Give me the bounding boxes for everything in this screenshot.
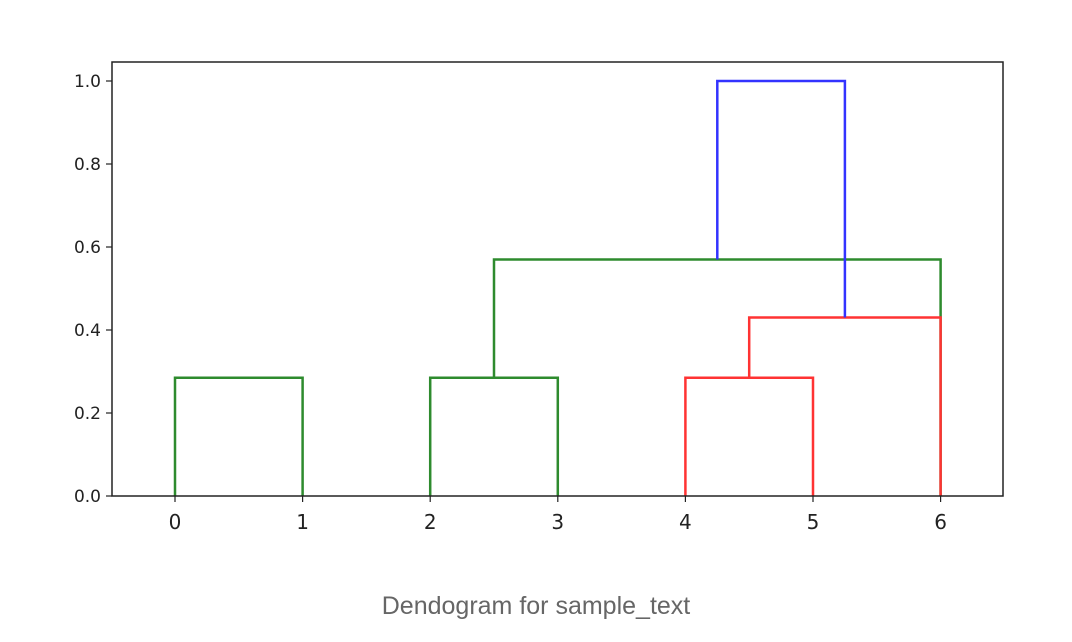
y-tick-label: 0.4: [74, 321, 101, 341]
dendrogram-link-2: [684, 376, 815, 496]
dendrogram-link-1: [428, 376, 560, 496]
y-tick-label: 0.2: [74, 404, 101, 424]
x-tick-label: 5: [807, 510, 820, 534]
y-tick-label: 0.8: [74, 155, 101, 175]
dendrogram-links: [173, 79, 942, 496]
y-axis: 0.0 0.2 0.4 0.6 0.8 1.0: [74, 72, 112, 507]
dendrogram-link-0: [173, 376, 304, 496]
y-tick-label: 0.6: [74, 238, 101, 258]
figure-caption: Dendogram for sample_text: [381, 592, 691, 620]
dendrogram-link-4: [747, 316, 942, 496]
x-tick-label: 6: [934, 510, 947, 534]
x-tick-label: 4: [679, 510, 692, 534]
y-tick-label: 0.0: [74, 487, 101, 507]
x-axis: 0 1 2 3 4 5 6: [169, 496, 947, 534]
x-tick-label: 1: [296, 510, 309, 534]
x-tick-label: 3: [551, 510, 564, 534]
x-tick-label: 0: [169, 510, 182, 534]
dendrogram-link-5: [716, 79, 847, 318]
y-tick-label: 1.0: [74, 72, 101, 92]
x-tick-label: 2: [424, 510, 437, 534]
